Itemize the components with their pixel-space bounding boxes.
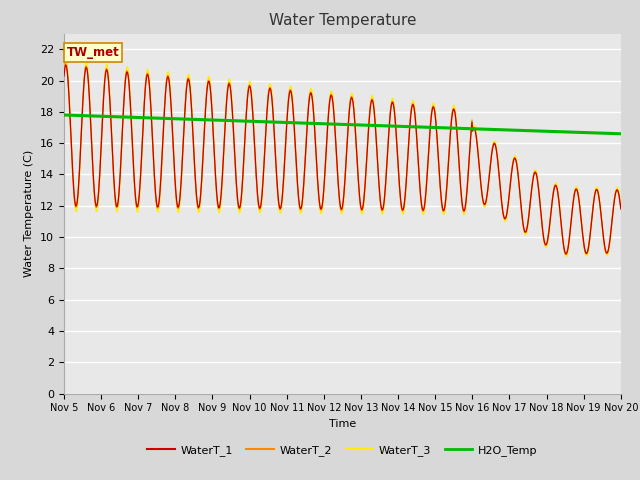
Text: TW_met: TW_met <box>67 46 120 59</box>
X-axis label: Time: Time <box>329 419 356 429</box>
Title: Water Temperature: Water Temperature <box>269 13 416 28</box>
Y-axis label: Water Temperature (C): Water Temperature (C) <box>24 150 35 277</box>
Legend: WaterT_1, WaterT_2, WaterT_3, H2O_Temp: WaterT_1, WaterT_2, WaterT_3, H2O_Temp <box>143 440 542 460</box>
